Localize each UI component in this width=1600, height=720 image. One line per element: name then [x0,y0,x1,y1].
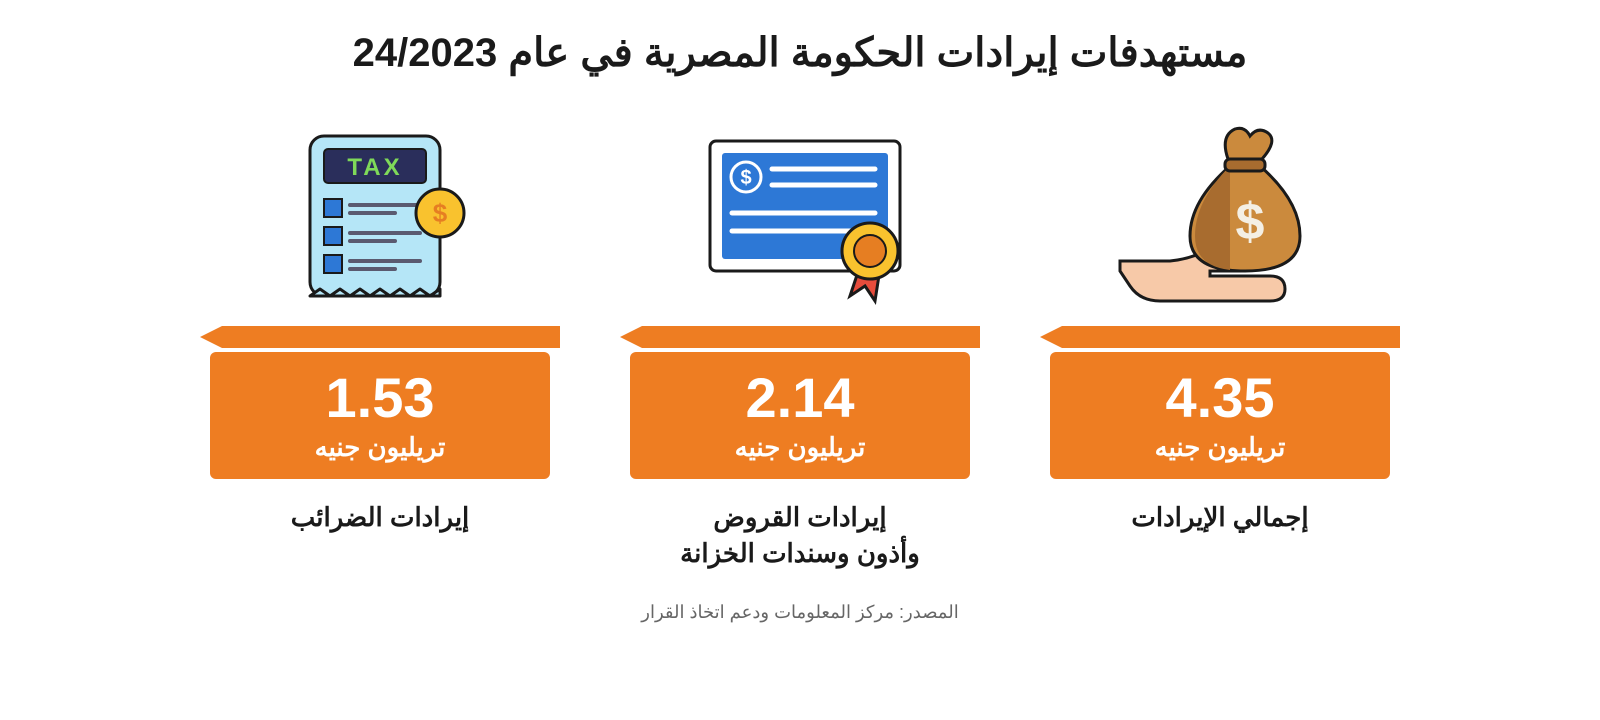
arrow-bar [200,326,560,348]
card-unit: تريليون جنيه [1060,432,1380,463]
value-box: 1.53 تريليون جنيه [210,352,550,479]
card-label: إيرادات الضرائب [291,499,470,535]
value-box-loans: 2.14 تريليون جنيه [620,326,980,479]
svg-text:$: $ [1236,193,1265,251]
value-box-total: 4.35 تريليون جنيه [1040,326,1400,479]
card-tax-revenue: TAX $ 1.53 تريليون جنيه [200,116,560,535]
source-citation: المصدر: مركز المعلومات ودعم اتخاذ القرار [641,602,958,623]
card-loans-bonds: $ 2.14 تريليون جنيه إيرادات القروض [620,116,980,572]
value-box: 2.14 تريليون جنيه [630,352,970,479]
card-value: 1.53 [220,370,540,426]
tax-receipt-icon: TAX $ [280,116,480,316]
card-value: 2.14 [640,370,960,426]
certificate-icon: $ [680,116,920,316]
arrow-bar [1040,326,1400,348]
value-box: 4.35 تريليون جنيه [1050,352,1390,479]
cards-row: $ 4.35 تريليون جنيه إجمالي الإيرادات [200,116,1400,572]
card-value: 4.35 [1060,370,1380,426]
svg-text:TAX: TAX [347,154,402,181]
card-total-revenue: $ 4.35 تريليون جنيه إجمالي الإيرادات [1040,116,1400,535]
page-title: مستهدفات إيرادات الحكومة المصرية في عام … [353,30,1248,76]
svg-text:$: $ [740,167,751,189]
value-box-tax: 1.53 تريليون جنيه [200,326,560,479]
card-label: إجمالي الإيرادات [1131,499,1308,535]
card-unit: تريليون جنيه [640,432,960,463]
money-bag-icon: $ [1110,116,1330,316]
arrow-bar [620,326,980,348]
svg-text:$: $ [433,198,448,228]
card-label: إيرادات القروض وأذون وسندات الخزانة [680,499,920,572]
card-unit: تريليون جنيه [220,432,540,463]
